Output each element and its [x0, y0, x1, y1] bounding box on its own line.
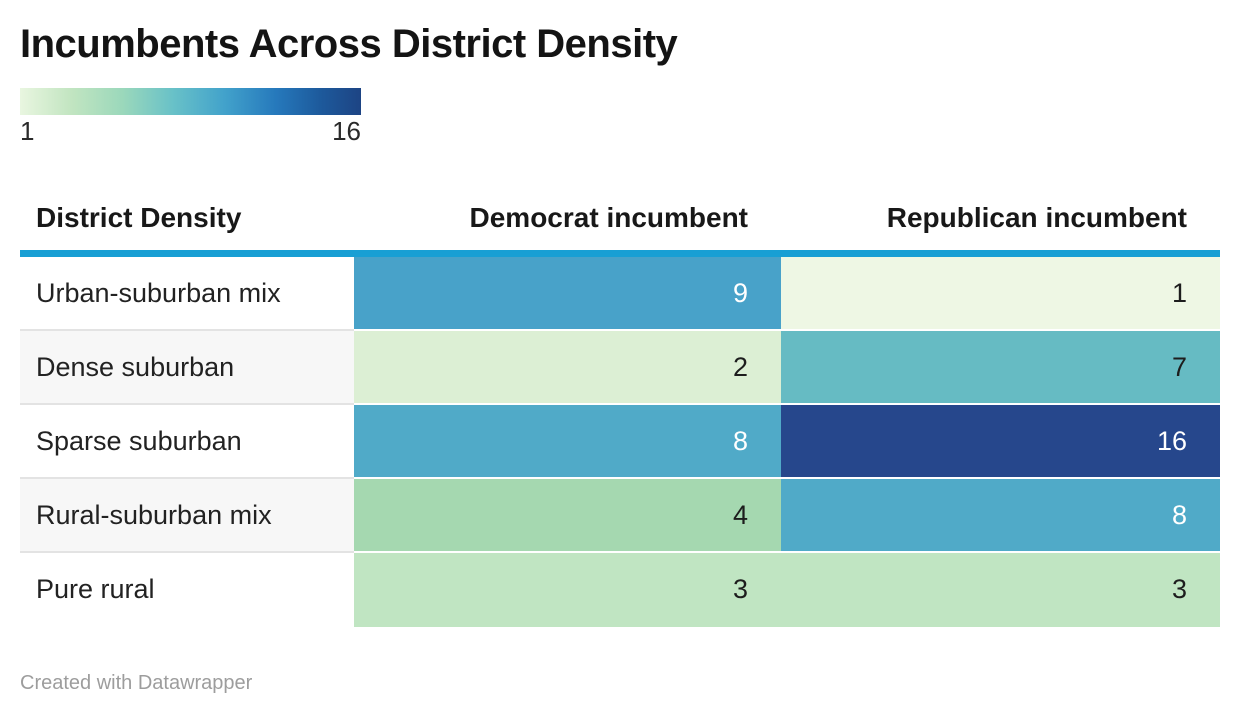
- chart-container: Incumbents Across District Density 1 16 …: [20, 22, 1220, 695]
- heat-cell: 16: [781, 405, 1220, 479]
- header-row: District Density Democrat incumbent Repu…: [20, 192, 1220, 257]
- attribution-link[interactable]: Created with Datawrapper: [20, 672, 253, 694]
- row-label-cell: Rural-suburban mix: [20, 479, 354, 553]
- legend-labels: 1 16: [20, 117, 361, 145]
- table-row: Sparse suburban 8 16: [20, 405, 1220, 479]
- color-legend: 1 16: [20, 88, 361, 145]
- heat-cell: 7: [781, 331, 1220, 405]
- row-label-cell: Dense suburban: [20, 331, 354, 405]
- table-body: Urban-suburban mix 9 1 Dense suburban 2 7 Spar…: [20, 257, 1220, 627]
- heatmap-table: District Density Democrat incumbent Repu…: [20, 192, 1220, 627]
- heat-cell: 2: [354, 331, 781, 405]
- table-row: Dense suburban 2 7: [20, 331, 1220, 405]
- heat-cell: 9: [354, 257, 781, 331]
- heat-cell: 8: [354, 405, 781, 479]
- column-header-republican-incumbent: Republican incumbent: [781, 192, 1220, 257]
- row-label-cell: Sparse suburban: [20, 405, 354, 479]
- table-row: Urban-suburban mix 9 1: [20, 257, 1220, 331]
- heat-cell: 4: [354, 479, 781, 553]
- table-row: Pure rural 3 3: [20, 553, 1220, 627]
- heat-cell: 3: [354, 553, 781, 627]
- column-header-democrat-incumbent: Democrat incumbent: [354, 192, 781, 257]
- row-label-cell: Urban-suburban mix: [20, 257, 354, 331]
- attribution: Created with Datawrapper: [20, 671, 1220, 695]
- legend-max-label: 16: [332, 116, 361, 146]
- row-label-cell: Pure rural: [20, 553, 354, 627]
- column-header-district-density: District Density: [20, 192, 354, 257]
- chart-title: Incumbents Across District Density: [20, 22, 678, 66]
- heat-cell: 8: [781, 479, 1220, 553]
- table-row: Rural-suburban mix 4 8: [20, 479, 1220, 553]
- heat-cell: 3: [781, 553, 1220, 627]
- legend-gradient-bar: [20, 88, 361, 115]
- heat-cell: 1: [781, 257, 1220, 331]
- legend-min-label: 1: [20, 116, 35, 146]
